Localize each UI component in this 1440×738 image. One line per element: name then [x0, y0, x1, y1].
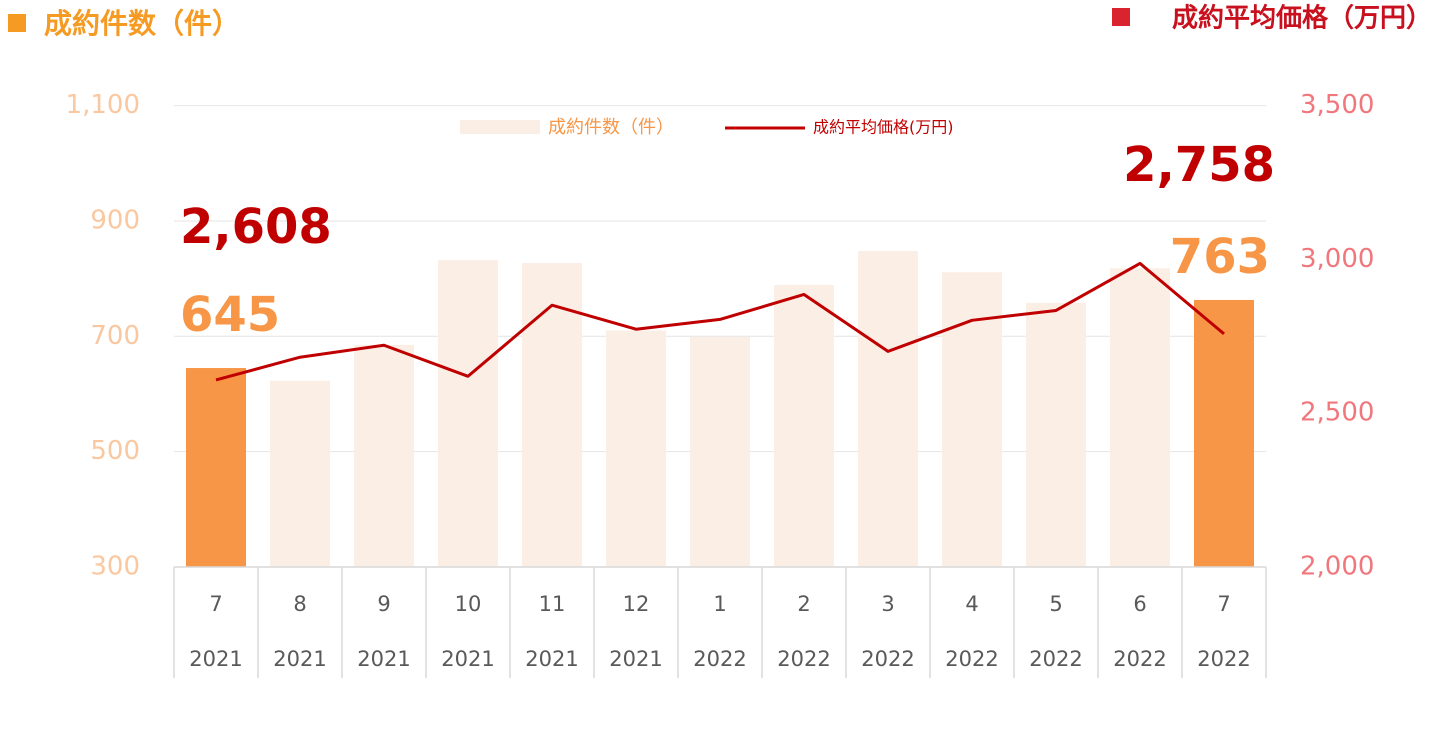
x-group-label: 2021 — [189, 647, 242, 671]
legend-swatch — [460, 120, 540, 134]
x-group-label: 2022 — [1029, 647, 1082, 671]
x-group-label: 2022 — [777, 647, 830, 671]
y-tick-label: 300 — [90, 552, 140, 582]
x-tick-label: 3 — [881, 592, 894, 616]
x-tick-label: 7 — [209, 592, 222, 616]
line — [215, 261, 1225, 382]
y2-title-marker — [1112, 8, 1130, 26]
line-value-label: 2,608 — [180, 199, 332, 255]
bar — [186, 368, 246, 567]
bar — [522, 263, 582, 567]
bar — [270, 380, 330, 567]
bar-value-label: 763 — [1170, 229, 1270, 285]
y2-axis-title: 成約平均価格（万円） — [1172, 3, 1432, 34]
x-group-label: 2021 — [609, 647, 662, 671]
legend-label: 成約平均価格(万円) — [813, 118, 954, 137]
x-group-label: 2022 — [945, 647, 998, 671]
x-group-label: 2021 — [357, 647, 410, 671]
bar — [1110, 268, 1170, 567]
bar — [690, 336, 750, 567]
bar — [1026, 302, 1086, 567]
x-tick-label: 6 — [1133, 592, 1146, 616]
x-group-label: 2021 — [525, 647, 578, 671]
y-title-marker — [8, 14, 26, 32]
x-tick-label: 4 — [965, 592, 978, 616]
bar — [858, 250, 918, 568]
x-tick-label: 10 — [455, 592, 482, 616]
y2-tick-label: 3,000 — [1300, 244, 1374, 274]
bar — [438, 260, 498, 567]
y2-tick-label: 2,500 — [1300, 398, 1374, 428]
x-tick-label: 1 — [713, 592, 726, 616]
x-tick-label: 7 — [1217, 592, 1230, 616]
y2-tick-label: 3,500 — [1300, 90, 1374, 120]
x-group-label: 2022 — [693, 647, 746, 671]
x-group-label: 2022 — [861, 647, 914, 671]
x-tick-label: 5 — [1049, 592, 1062, 616]
y-tick-label: 500 — [90, 436, 140, 466]
y-tick-label: 900 — [90, 205, 140, 235]
y-tick-label: 1,100 — [66, 90, 140, 120]
x-group-label: 2021 — [441, 647, 494, 671]
x-tick-label: 12 — [623, 592, 650, 616]
x-tick-label: 8 — [293, 592, 306, 616]
y2-tick-label: 2,000 — [1300, 552, 1374, 582]
legend-label: 成約件数（件） — [548, 117, 674, 138]
bar — [606, 330, 666, 567]
x-group-label: 2022 — [1197, 647, 1250, 671]
bar-value-label: 645 — [180, 287, 280, 343]
x-group-label: 2022 — [1113, 647, 1166, 671]
x-group-label: 2021 — [273, 647, 326, 671]
line-value-label: 2,758 — [1123, 137, 1275, 193]
bar — [774, 284, 834, 567]
x-tick-label: 11 — [539, 592, 566, 616]
bar — [354, 344, 414, 567]
y-tick-label: 700 — [90, 321, 140, 351]
y-axis-title: 成約件数（件） — [44, 7, 240, 40]
x-tick-label: 9 — [377, 592, 390, 616]
x-tick-label: 2 — [797, 592, 810, 616]
bar — [1194, 299, 1254, 567]
